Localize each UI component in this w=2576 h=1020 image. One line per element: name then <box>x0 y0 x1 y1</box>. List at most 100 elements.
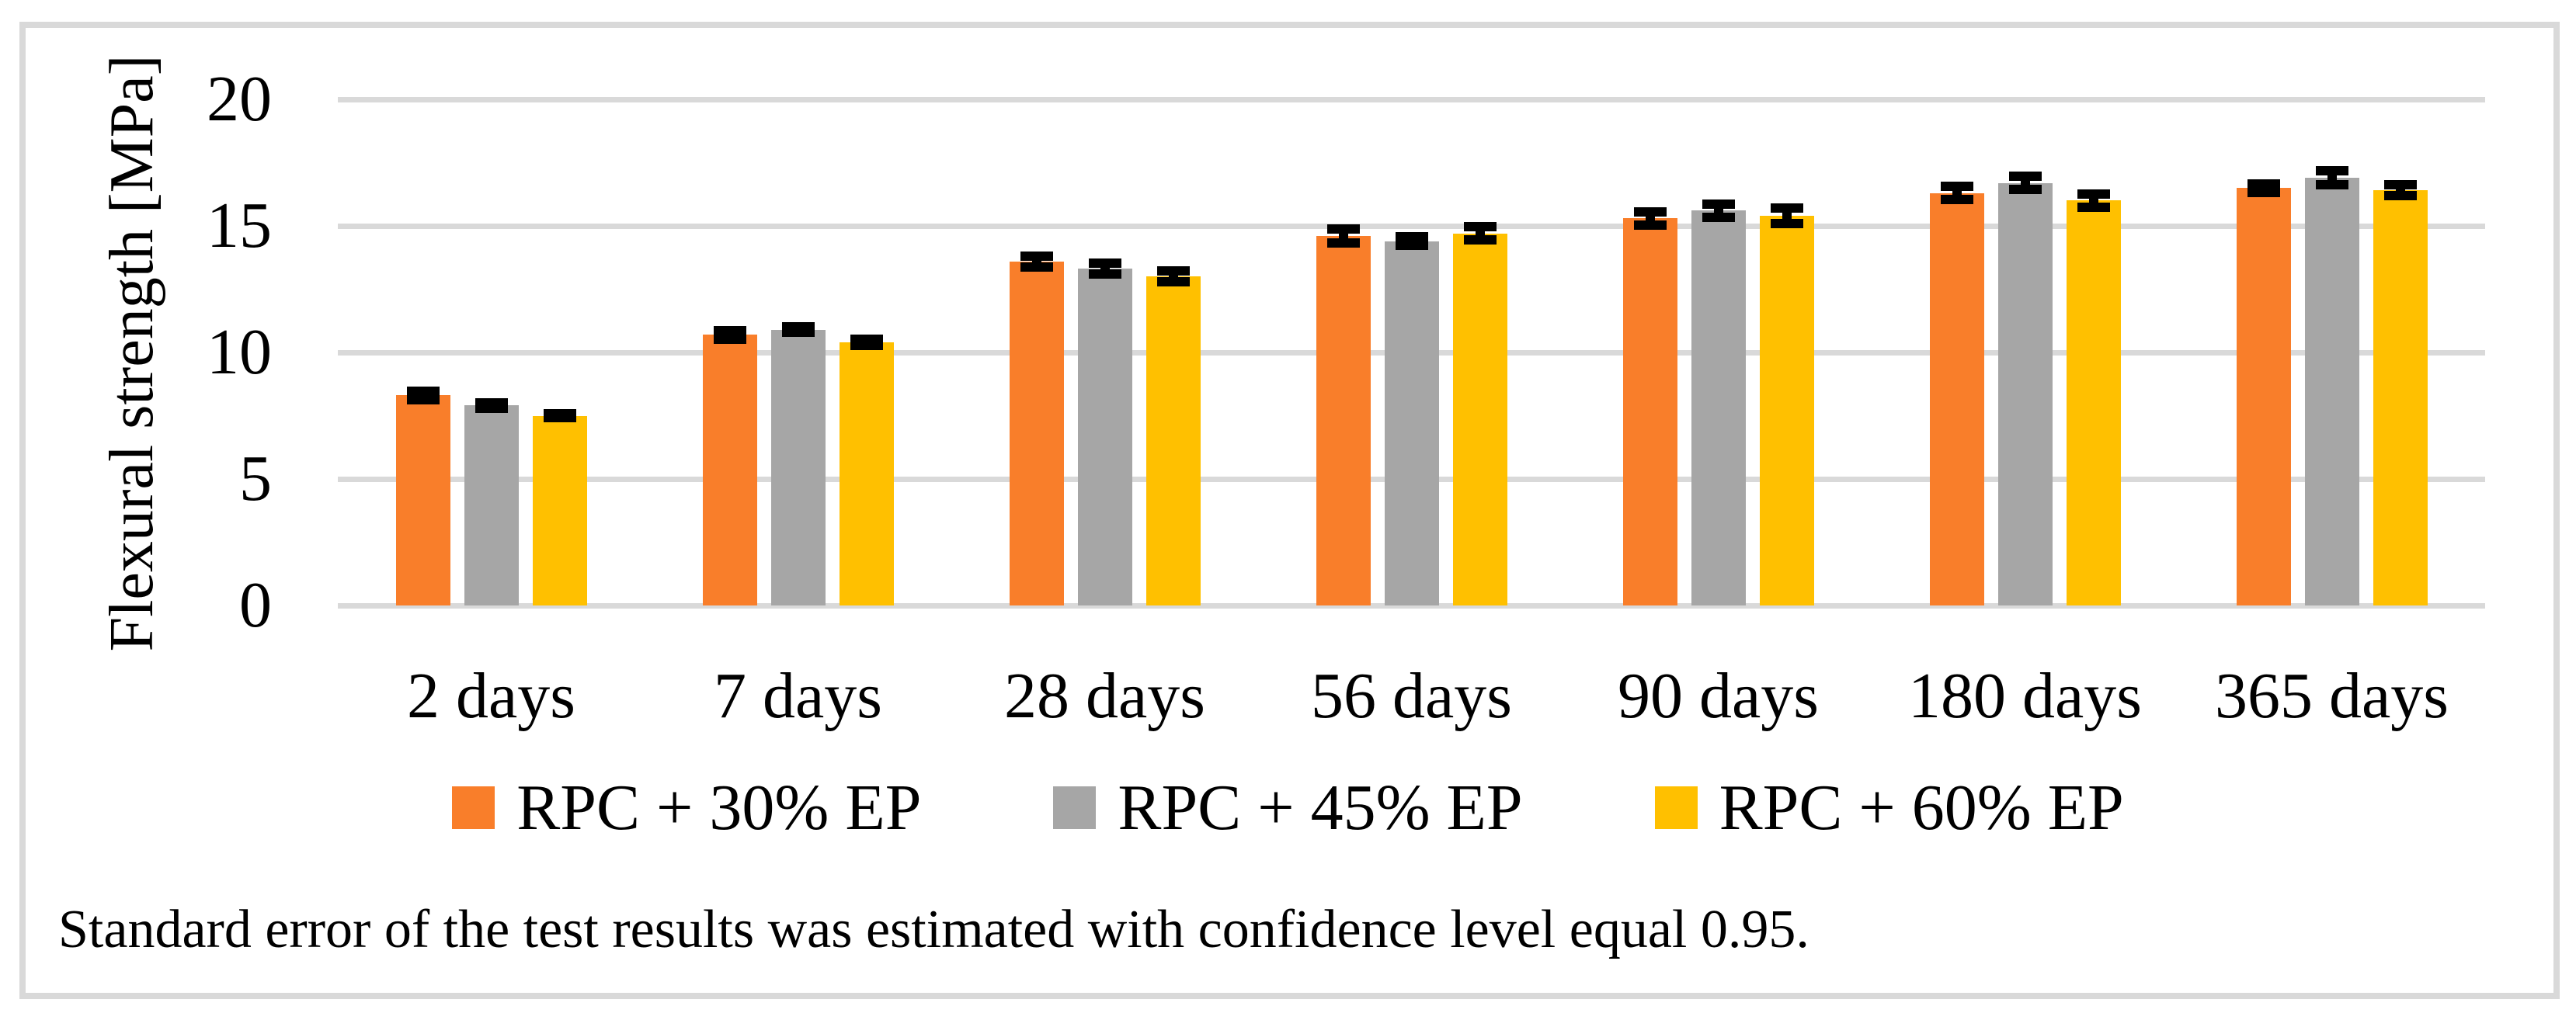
y-tick-label-5: 5 <box>239 442 272 515</box>
error-cap-bottom <box>713 334 746 344</box>
bar-rpc-30-ep-28-days <box>1009 261 1064 605</box>
error-cap-top <box>1395 232 1428 242</box>
error-bar-rpc-60-ep-365-days <box>2383 180 2417 201</box>
error-bar-rpc-45-ep-365-days <box>2315 166 2348 189</box>
bar-rpc-60-ep-56-days <box>1452 233 1507 605</box>
error-bar-rpc-30-ep-28-days <box>1020 251 1053 272</box>
error-cap-top <box>713 325 746 335</box>
bar-rpc-60-ep-365-days <box>2373 190 2428 605</box>
bar-rpc-30-ep-2-days <box>395 395 450 605</box>
footnote: Standard error of the test results was e… <box>58 900 1809 959</box>
error-cap-bottom <box>1395 240 1428 250</box>
error-cap-bottom <box>1463 235 1497 245</box>
error-bar-rpc-60-ep-28-days <box>1156 266 1190 287</box>
legend-item-rpc-45-ep: RPC + 45% EP <box>1053 770 1523 845</box>
error-cap-bottom <box>1702 213 1735 223</box>
error-bar-rpc-30-ep-180-days <box>1940 181 1973 205</box>
error-cap-top <box>1088 258 1121 269</box>
error-cap-top <box>2383 180 2417 190</box>
error-cap-top <box>1156 266 1190 276</box>
error-cap-bottom <box>781 328 815 338</box>
error-bar-rpc-45-ep-7-days <box>781 321 815 338</box>
error-bar-rpc-60-ep-90-days <box>1770 203 1803 229</box>
error-bar-rpc-30-ep-365-days <box>2247 179 2280 197</box>
error-cap-bottom <box>1326 238 1360 248</box>
error-cap-top <box>2008 171 2042 181</box>
bar-rpc-60-ep-180-days <box>2066 200 2121 605</box>
gridline-20 <box>338 97 2485 102</box>
error-bar-rpc-60-ep-180-days <box>2077 189 2110 213</box>
bar-rpc-30-ep-90-days <box>1622 218 1677 605</box>
bar-rpc-45-ep-180-days <box>1997 182 2053 605</box>
bar-rpc-30-ep-56-days <box>1316 236 1371 605</box>
legend-label-rpc-60-ep: RPC + 60% EP <box>1719 771 2124 844</box>
error-cap-top <box>1702 199 1735 209</box>
bar-rpc-45-ep-56-days <box>1384 241 1439 605</box>
x-category-label-56-days: 56 days <box>1311 660 1512 732</box>
error-cap-top <box>1633 206 1667 217</box>
error-cap-bottom <box>2077 203 2110 213</box>
error-cap-bottom <box>543 412 576 422</box>
error-cap-bottom <box>850 340 883 350</box>
error-cap-bottom <box>2383 191 2417 201</box>
error-bar-rpc-45-ep-28-days <box>1088 258 1121 279</box>
error-bar-rpc-45-ep-56-days <box>1395 232 1428 250</box>
legend-swatch-rpc-30-ep <box>452 786 495 829</box>
x-category-label-90-days: 90 days <box>1618 660 1819 732</box>
legend-swatch-rpc-60-ep <box>1654 786 1698 829</box>
error-cap-top <box>1326 224 1360 234</box>
error-cap-top <box>1770 203 1803 213</box>
legend-swatch-rpc-45-ep <box>1053 786 1097 829</box>
error-bar-rpc-60-ep-2-days <box>543 409 576 422</box>
error-cap-bottom <box>1940 195 1973 205</box>
x-category-label-365-days: 365 days <box>2215 660 2449 732</box>
gridline-0 <box>338 603 2485 609</box>
error-cap-top <box>1020 251 1053 261</box>
y-tick-label-0: 0 <box>239 569 272 641</box>
error-bar-rpc-30-ep-7-days <box>713 325 746 344</box>
bar-rpc-60-ep-90-days <box>1759 215 1814 605</box>
legend: RPC + 30% EP RPC + 45% EP RPC + 60% EP <box>0 765 2576 850</box>
legend-item-rpc-60-ep: RPC + 60% EP <box>1654 770 2124 845</box>
error-cap-bottom <box>1020 262 1053 272</box>
bar-rpc-60-ep-28-days <box>1145 276 1201 605</box>
y-tick-label-15: 15 <box>207 189 272 262</box>
error-bar-rpc-30-ep-2-days <box>406 387 440 404</box>
y-tick-label-20: 20 <box>207 63 272 135</box>
y-tick-label-10: 10 <box>207 316 272 388</box>
error-bar-rpc-60-ep-7-days <box>850 335 883 350</box>
legend-item-rpc-30-ep: RPC + 30% EP <box>452 770 921 845</box>
bar-rpc-60-ep-7-days <box>839 342 894 605</box>
error-cap-bottom <box>475 404 508 414</box>
error-cap-bottom <box>406 394 440 404</box>
bar-rpc-30-ep-7-days <box>702 335 757 605</box>
error-cap-top <box>2247 179 2280 189</box>
error-bar-rpc-60-ep-56-days <box>1463 222 1497 245</box>
error-cap-top <box>2315 166 2348 176</box>
bar-rpc-30-ep-180-days <box>1929 193 1984 605</box>
error-cap-bottom <box>2315 179 2348 189</box>
gridline-15 <box>338 224 2485 229</box>
error-cap-bottom <box>1633 220 1667 230</box>
bar-rpc-45-ep-28-days <box>1077 269 1132 605</box>
error-cap-top <box>1463 222 1497 232</box>
error-bar-rpc-45-ep-2-days <box>475 397 508 414</box>
bar-rpc-60-ep-2-days <box>532 415 587 605</box>
bar-rpc-30-ep-365-days <box>2236 188 2291 605</box>
error-cap-top <box>406 387 440 396</box>
plot-area <box>338 97 2485 609</box>
x-category-label-7-days: 7 days <box>714 660 882 732</box>
error-cap-top <box>1940 181 1973 191</box>
error-bar-rpc-30-ep-90-days <box>1633 206 1667 230</box>
bar-rpc-45-ep-90-days <box>1691 210 1746 605</box>
error-cap-bottom <box>1088 269 1121 279</box>
bar-rpc-45-ep-2-days <box>464 405 519 605</box>
legend-label-rpc-30-ep: RPC + 30% EP <box>516 771 922 844</box>
x-category-label-180-days: 180 days <box>1908 660 2142 732</box>
bar-rpc-45-ep-7-days <box>770 329 826 605</box>
bar-rpc-45-ep-365-days <box>2304 178 2359 605</box>
legend-label-rpc-45-ep: RPC + 45% EP <box>1118 771 1523 844</box>
x-category-label-2-days: 2 days <box>407 660 575 732</box>
error-bar-rpc-45-ep-90-days <box>1702 199 1735 223</box>
